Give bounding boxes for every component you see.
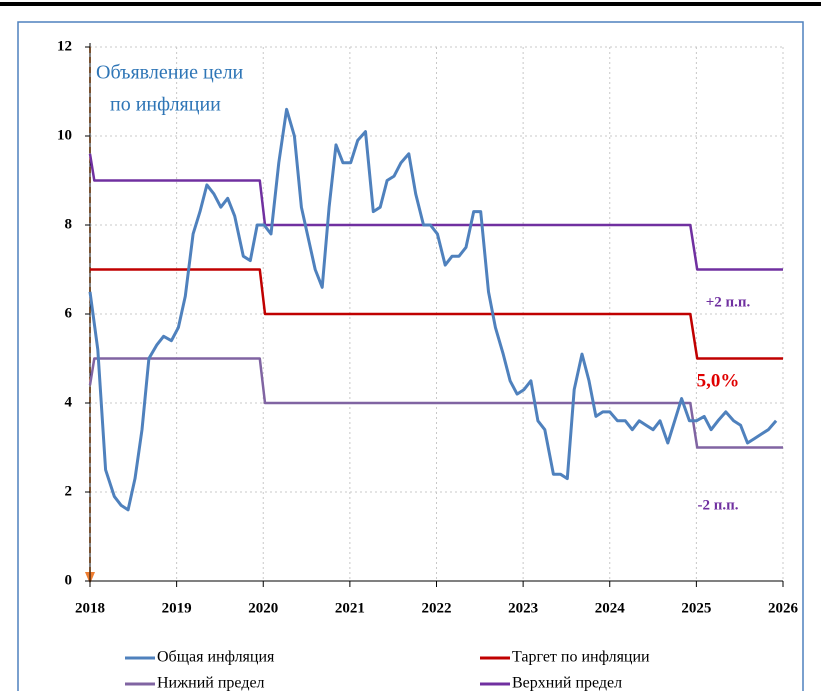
y-tick-label: 8 <box>65 216 73 232</box>
y-tick-label: 0 <box>65 572 73 588</box>
annotation: -2 п.п. <box>697 497 738 513</box>
annotation: по инфляции <box>110 94 221 116</box>
x-tick-label: 2023 <box>508 600 538 616</box>
series-line <box>88 357 783 449</box>
x-tick-label: 2024 <box>595 600 626 616</box>
y-tick-label: 12 <box>57 38 72 54</box>
x-tick-label: 2022 <box>422 600 452 616</box>
x-tick-label: 2019 <box>162 600 192 616</box>
legend-label: Таргет по инфляции <box>512 649 650 666</box>
annotation: 5,0% <box>697 370 740 391</box>
series-line <box>88 107 778 512</box>
legend-label: Нижний предел <box>157 675 265 691</box>
x-tick-label: 2025 <box>681 600 711 616</box>
legend-label: Общая инфляция <box>157 649 275 666</box>
x-tick-label: 2018 <box>75 600 105 616</box>
x-tick-label: 2020 <box>248 600 278 616</box>
legend-label: Верхний предел <box>512 675 622 691</box>
annotation: +2 п.п. <box>706 294 751 310</box>
y-tick-label: 6 <box>65 305 73 321</box>
top-rule <box>0 2 821 6</box>
series-line <box>90 268 783 360</box>
y-tick-label: 2 <box>65 483 73 499</box>
x-tick-label: 2021 <box>335 600 365 616</box>
x-tick-label: 2026 <box>768 600 799 616</box>
annotation: Объявление цели <box>96 62 244 84</box>
y-tick-label: 4 <box>65 394 73 410</box>
chart-frame <box>17 21 804 691</box>
y-tick-label: 10 <box>57 127 72 143</box>
